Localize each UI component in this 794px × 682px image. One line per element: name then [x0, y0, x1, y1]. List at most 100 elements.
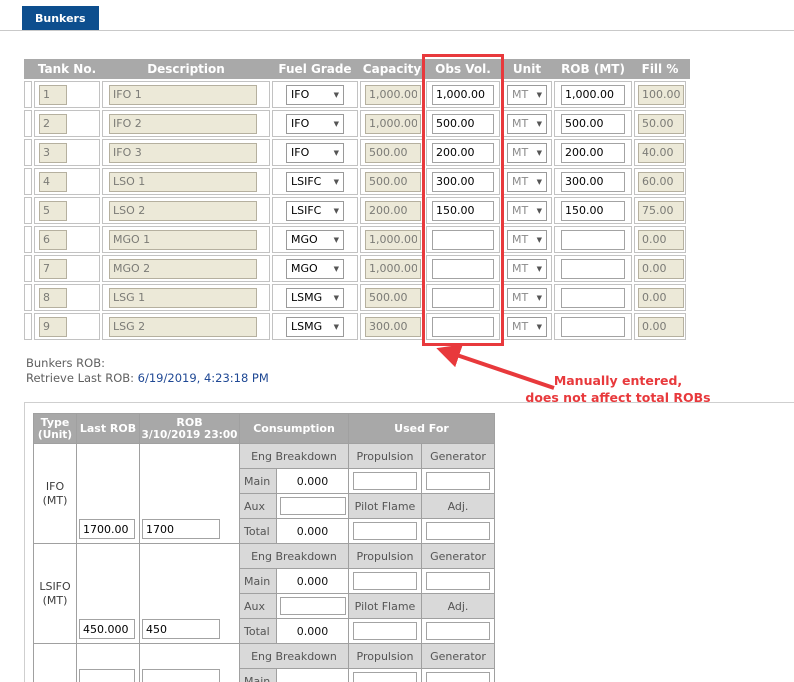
- dropdown-arrow-icon: ▼: [333, 235, 339, 244]
- main-consumption-value: 0.000: [276, 468, 349, 494]
- fuel-grade-value: IFO: [291, 117, 310, 130]
- annotation-text: Manually entered, does not affect total …: [512, 372, 724, 406]
- unit-value: MT: [512, 146, 529, 159]
- unit-select[interactable]: MT ▼: [507, 84, 547, 105]
- rob-input[interactable]: [561, 142, 625, 163]
- table-row: LSIFC ▼ MT ▼: [24, 168, 690, 195]
- rob-input[interactable]: [561, 200, 625, 221]
- main-label: Main: [239, 668, 277, 682]
- fuel-grade-select[interactable]: LSIFC ▼: [286, 171, 344, 192]
- table-row: MGO ▼ MT ▼: [24, 226, 690, 253]
- total-consumption-value: 0.000: [276, 518, 349, 544]
- rob-input[interactable]: [561, 84, 625, 105]
- obs-vol-input[interactable]: [432, 287, 494, 308]
- fuel-grade-value: IFO: [291, 88, 310, 101]
- rob-input[interactable]: [561, 287, 625, 308]
- last-rob-input[interactable]: [79, 669, 135, 682]
- fuel-grade-select[interactable]: LSMG ▼: [286, 316, 344, 337]
- capacity-field: [365, 113, 421, 134]
- table-row: MGO ▼ MT ▼: [24, 255, 690, 282]
- dropdown-arrow-icon: ▼: [333, 206, 339, 215]
- aux-consumption-input[interactable]: [279, 497, 346, 515]
- generator-input[interactable]: [426, 472, 490, 490]
- pilot-flame-header: Pilot Flame: [348, 493, 422, 519]
- obs-vol-input[interactable]: [432, 84, 494, 105]
- fuel-grade-select[interactable]: LSIFC ▼: [286, 200, 344, 221]
- unit-value: MT: [512, 175, 529, 188]
- rob-value-input[interactable]: [142, 669, 220, 682]
- obs-vol-input[interactable]: [432, 142, 494, 163]
- table-row: LSMG ▼ MT ▼: [24, 313, 690, 340]
- unit-select[interactable]: MT ▼: [507, 113, 547, 134]
- fuel-grade-select[interactable]: MGO ▼: [286, 229, 344, 250]
- unit-select[interactable]: MT ▼: [507, 258, 547, 279]
- adj-input[interactable]: [426, 622, 490, 640]
- column-header-capacity: Capacity: [362, 62, 422, 76]
- fuel-grade-select[interactable]: MGO ▼: [286, 258, 344, 279]
- obs-vol-input[interactable]: [432, 229, 494, 250]
- last-rob-input[interactable]: [79, 519, 135, 539]
- fuel-grade-value: LSMG: [291, 291, 323, 304]
- propulsion-input[interactable]: [353, 672, 417, 682]
- total-consumption-value: 0.000: [276, 618, 349, 644]
- fuel-row-partial: Eng Breakdown Propulsion Generator: [33, 643, 496, 682]
- description-field: [109, 258, 257, 279]
- tab-bunkers[interactable]: Bunkers: [22, 6, 99, 30]
- table-row: LSMG ▼ MT ▼: [24, 284, 690, 311]
- fuel-grade-value: IFO: [291, 146, 310, 159]
- unit-value: MT: [512, 88, 529, 101]
- obs-vol-input[interactable]: [432, 171, 494, 192]
- last-rob-input[interactable]: [79, 619, 135, 639]
- rob-input[interactable]: [561, 316, 625, 337]
- unit-value: MT: [512, 233, 529, 246]
- dropdown-arrow-icon: ▼: [536, 177, 542, 186]
- dropdown-arrow-icon: ▼: [333, 293, 339, 302]
- obs-vol-input[interactable]: [432, 200, 494, 221]
- fuel-type-label: IFO (MT): [33, 443, 77, 544]
- description-field: [109, 287, 257, 308]
- rob-input[interactable]: [561, 229, 625, 250]
- table-row: IFO ▼ MT ▼: [24, 139, 690, 166]
- sub-row-main: Main 0.000: [34, 468, 496, 494]
- dropdown-arrow-icon: ▼: [536, 293, 542, 302]
- column-header-unit: Unit: [512, 62, 542, 76]
- unit-select[interactable]: MT ▼: [507, 229, 547, 250]
- generator-input[interactable]: [426, 572, 490, 590]
- annotation-line1: Manually entered,: [553, 373, 683, 388]
- unit-value: MT: [512, 291, 529, 304]
- fuel-grade-select[interactable]: IFO ▼: [286, 142, 344, 163]
- generator-input[interactable]: [426, 672, 490, 682]
- dropdown-arrow-icon: ▼: [333, 148, 339, 157]
- sub-row-total: Total 0.000: [34, 618, 496, 644]
- fill-pct-field: [638, 84, 684, 105]
- fuel-grade-select[interactable]: LSMG ▼: [286, 287, 344, 308]
- pilot-flame-input[interactable]: [353, 522, 417, 540]
- unit-select[interactable]: MT ▼: [507, 200, 547, 221]
- propulsion-input[interactable]: [353, 572, 417, 590]
- pilot-flame-input[interactable]: [353, 622, 417, 640]
- rob-input[interactable]: [561, 171, 625, 192]
- unit-select[interactable]: MT ▼: [507, 142, 547, 163]
- rob-input[interactable]: [561, 258, 625, 279]
- fuel-grade-select[interactable]: IFO ▼: [286, 84, 344, 105]
- unit-select[interactable]: MT ▼: [507, 316, 547, 337]
- unit-select[interactable]: MT ▼: [507, 171, 547, 192]
- main-label: Main: [239, 568, 277, 594]
- fuel-grade-value: LSMG: [291, 320, 323, 333]
- fuel-grade-select[interactable]: IFO ▼: [286, 113, 344, 134]
- obs-vol-input[interactable]: [432, 113, 494, 134]
- rob-value-input[interactable]: [142, 619, 220, 639]
- tab-bunkers-label: Bunkers: [35, 11, 86, 25]
- obs-vol-input[interactable]: [432, 316, 494, 337]
- sub-row-main: Main 0.000: [34, 568, 496, 594]
- fuel-type-label: [33, 643, 77, 682]
- adj-input[interactable]: [426, 522, 490, 540]
- propulsion-input[interactable]: [353, 472, 417, 490]
- obs-vol-input[interactable]: [432, 258, 494, 279]
- aux-consumption-input[interactable]: [279, 597, 346, 615]
- unit-select[interactable]: MT ▼: [507, 287, 547, 308]
- rob-input[interactable]: [561, 113, 625, 134]
- rob-value-input[interactable]: [142, 519, 220, 539]
- tab-bar: Bunkers: [0, 0, 794, 31]
- fuel-grade-value: MGO: [291, 262, 318, 275]
